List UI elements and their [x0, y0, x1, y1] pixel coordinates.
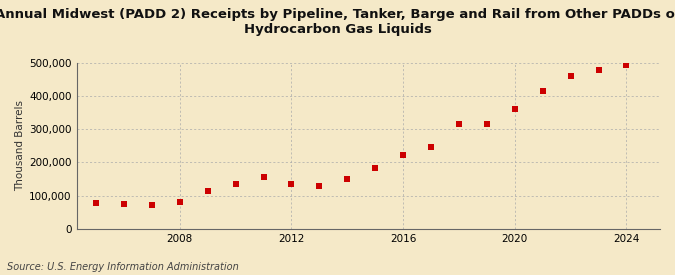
Point [454, 122, 464, 127]
Point [510, 106, 520, 111]
Point [119, 202, 130, 207]
Point [398, 153, 408, 157]
Point [202, 189, 213, 193]
Point [537, 89, 548, 93]
Text: Annual Midwest (PADD 2) Receipts by Pipeline, Tanker, Barge and Rail from Other : Annual Midwest (PADD 2) Receipts by Pipe… [0, 8, 675, 36]
Point [426, 145, 437, 149]
Point [314, 183, 325, 188]
Point [481, 122, 492, 127]
Y-axis label: Thousand Barrels: Thousand Barrels [15, 100, 25, 191]
Point [174, 200, 185, 204]
Point [286, 182, 297, 186]
Point [621, 62, 632, 67]
Point [565, 74, 576, 78]
Point [146, 203, 157, 208]
Text: Source: U.S. Energy Information Administration: Source: U.S. Energy Information Administ… [7, 262, 238, 272]
Point [230, 182, 241, 186]
Point [370, 166, 381, 170]
Point [342, 177, 353, 181]
Point [90, 200, 101, 205]
Point [258, 175, 269, 180]
Point [593, 67, 604, 72]
